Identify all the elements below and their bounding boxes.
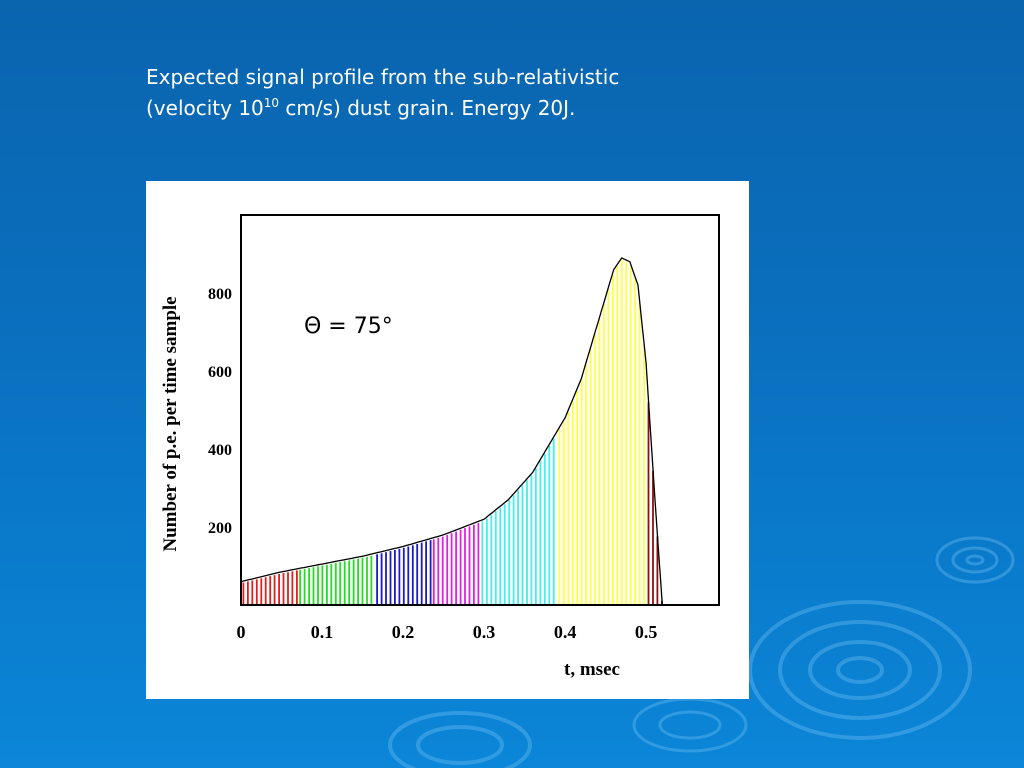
x-axis-label: t, msec	[564, 659, 620, 680]
y-tick-label: 800	[208, 286, 232, 303]
y-tick-label: 200	[208, 520, 232, 537]
chart-panel: 200 400 600 800 0 0.1 0.2 0.3 0.4 0.5 Number of …	[146, 181, 749, 699]
caption-exponent: 10	[263, 96, 280, 110]
x-tick-label: 0.4	[554, 622, 577, 642]
plot-frame	[240, 214, 720, 606]
caption-velocity-suffix: cm/s) dust grain. Energy 20J.	[279, 96, 576, 120]
x-tick-label: 0	[237, 622, 246, 642]
signal-envelope-curve	[240, 257, 663, 606]
x-tick-label: 0.5	[635, 622, 658, 642]
y-tick-label: 600	[208, 364, 232, 381]
caption-line-1: Expected signal profile from the sub-rel…	[146, 65, 620, 89]
y-tick-label: 400	[208, 442, 232, 459]
x-tick-label: 0.1	[311, 622, 334, 642]
x-tick-label: 0.2	[392, 622, 415, 642]
caption-line-2: (velocity 1010 cm/s) dust grain. Energy …	[146, 93, 806, 124]
x-tick-label: 0.3	[473, 622, 496, 642]
slide-caption: Expected signal profile from the sub-rel…	[146, 62, 806, 124]
caption-velocity-prefix: (velocity 10	[146, 96, 264, 120]
y-axis-label: Number of p.e. per time sample	[160, 296, 181, 551]
y-tick-labels: 200 400 600 800	[208, 286, 232, 537]
theta-annotation: Θ = 75°	[304, 314, 393, 339]
signal-profile-chart: 200 400 600 800 0 0.1 0.2 0.3 0.4 0.5 Number of …	[160, 214, 720, 680]
signal-bars	[242, 259, 663, 605]
x-tick-labels: 0 0.1 0.2 0.3 0.4 0.5	[237, 622, 658, 642]
